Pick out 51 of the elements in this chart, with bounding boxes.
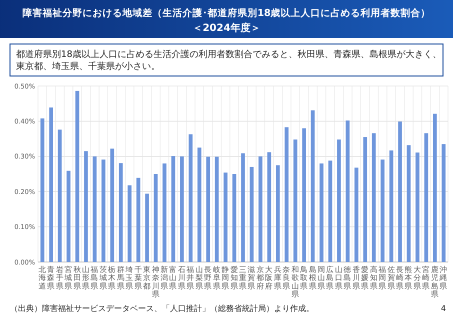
text: 都道府県別18歳以上人口に占める生活介護の利用者数割合でみると、秋田県、青森県、島根県が大きく、東京都、埼玉県、千葉県が小さい。 [16,49,442,72]
bar [258,156,262,262]
bar [128,185,132,262]
bar [354,168,358,262]
bar [302,128,306,262]
bar [171,156,176,262]
bar [224,172,228,262]
bar [40,118,44,262]
bar [58,130,62,262]
bar [276,165,280,262]
bar [328,160,332,262]
bar [284,127,289,262]
bar [406,145,411,262]
bar [136,178,140,262]
bar [180,156,184,262]
bar [337,140,341,262]
bar [188,134,193,262]
bar [320,163,324,262]
bar [75,90,80,262]
bar [424,133,428,262]
bar [346,120,350,262]
chart-subtitle: ＜2024年度＞ [192,22,260,34]
bar [432,114,437,262]
bar [206,156,210,262]
bar [310,110,315,262]
bar [110,148,114,262]
bar [398,122,402,262]
bar [84,151,88,262]
bar [293,140,298,262]
bar [267,152,272,262]
chart-title: 障害福祉分野における地域差（生活介護･都道府県別18歳以上人口に占める利用者数割合） [22,7,431,19]
bar [416,152,420,262]
bar [145,194,149,262]
bar [92,156,97,262]
bar [49,107,54,262]
bar [389,150,394,262]
bar [214,156,219,262]
bar [162,163,166,262]
bar [372,133,376,262]
text: 4 [440,304,446,313]
bar [66,170,70,262]
bar [154,174,158,262]
bar [102,160,106,262]
bar [250,166,254,262]
bar [442,144,446,262]
bar [363,137,368,262]
bar [232,174,236,262]
bar [197,148,202,262]
bar [380,160,384,262]
bar [118,163,123,262]
bar [241,153,245,262]
